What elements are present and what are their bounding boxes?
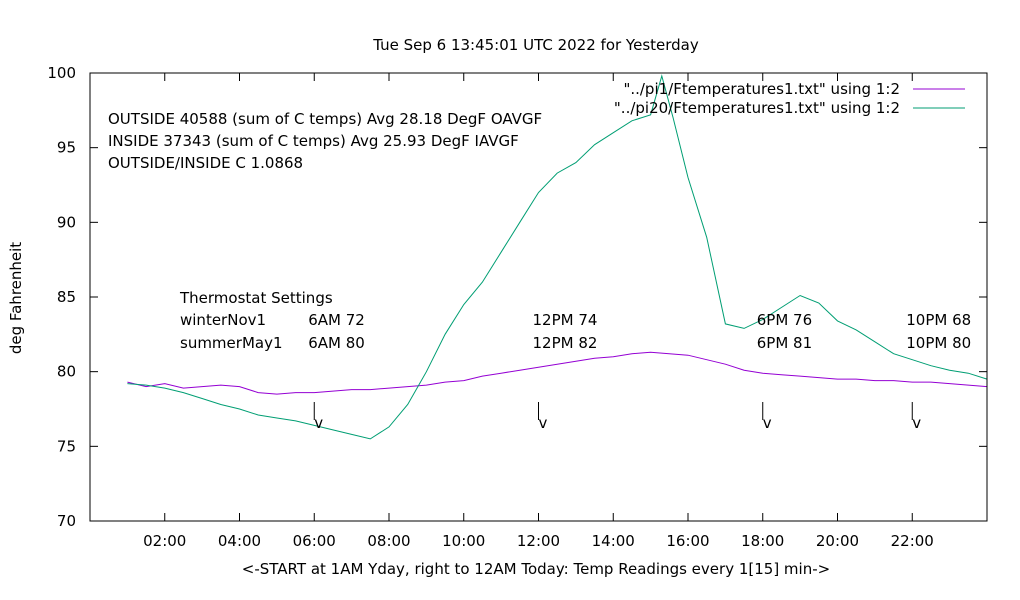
y-tick-label: 85	[57, 288, 76, 306]
x-axis-label: <-START at 1AM Yday, right to 12AM Today…	[242, 560, 830, 578]
winter-setting-label: 6PM 76	[757, 311, 812, 329]
y-tick-label: 90	[57, 213, 76, 231]
thermostat-labels: Thermostat Settings winterNov1 summerMay…	[179, 289, 333, 352]
axes-ticks: 70 75 80 85 90 95 100 02:00 04:00 06:00 08:00 10:00…	[47, 64, 987, 550]
summer-setting-label: 6PM 81	[757, 334, 812, 352]
y-tick-label: 80	[57, 363, 76, 381]
legend: "../pi1/Ftemperatures1.txt" using 1:2"..…	[614, 80, 965, 117]
x-tick-label: 08:00	[367, 532, 410, 550]
stats-inside: INSIDE 37343 (sum of C temps) Avg 25.93 …	[108, 132, 519, 150]
x-tick-label: 06:00	[293, 532, 336, 550]
thermostat-title: Thermostat Settings	[179, 289, 333, 307]
y-axis-label: deg Fahrenheit	[7, 242, 25, 354]
summer-setting-label: 12PM 82	[533, 334, 598, 352]
y-tick-label: 70	[57, 512, 76, 530]
x-tick-label: 16:00	[666, 532, 709, 550]
series-line-2	[127, 74, 988, 440]
summer-setting-label: 10PM 80	[906, 334, 971, 352]
x-tick-label: 20:00	[816, 532, 859, 550]
x-tick-label: 22:00	[891, 532, 934, 550]
summer-setting-label: 6AM 80	[308, 334, 365, 352]
x-tick-label: 04:00	[218, 532, 261, 550]
x-tick-label: 18:00	[741, 532, 784, 550]
stats-outside: OUTSIDE 40588 (sum of C temps) Avg 28.18…	[108, 110, 542, 128]
x-tick-label: 02:00	[143, 532, 186, 550]
y-tick-label: 95	[57, 139, 76, 157]
setting-arrow-head: v	[314, 414, 323, 432]
winter-setting-label: 10PM 68	[906, 311, 971, 329]
winter-setting-label: 12PM 74	[533, 311, 598, 329]
setting-arrow-head: v	[912, 414, 921, 432]
legend-label-1: "../pi1/Ftemperatures1.txt" using 1:2	[623, 80, 900, 98]
winter-label: winterNov1	[180, 311, 266, 329]
stats-ratio: OUTSIDE/INSIDE C 1.0868	[108, 154, 303, 172]
series-line-1	[127, 351, 988, 395]
thermostat-markers: 6AM 72 6AM 80 v 12PM 74 12PM 82 v 6PM 76 6PM 81…	[308, 311, 971, 432]
x-tick-label: 14:00	[592, 532, 635, 550]
plot-border	[89, 72, 988, 522]
x-tick-label: 12:00	[517, 532, 560, 550]
series-layer	[127, 74, 988, 440]
summer-label: summerMay1	[180, 334, 283, 352]
winter-setting-label: 6AM 72	[308, 311, 365, 329]
y-tick-label: 100	[47, 64, 76, 82]
chart-title: Tue Sep 6 13:45:01 UTC 2022 for Yesterda…	[372, 36, 699, 54]
y-tick-label: 75	[57, 437, 76, 455]
x-tick-label: 10:00	[442, 532, 485, 550]
setting-arrow-head: v	[539, 414, 548, 432]
legend-label-2: "../pi20/Ftemperatures1.txt" using 1:2	[614, 99, 900, 117]
setting-arrow-head: v	[763, 414, 772, 432]
stats-annotations: OUTSIDE 40588 (sum of C temps) Avg 28.18…	[108, 110, 542, 172]
